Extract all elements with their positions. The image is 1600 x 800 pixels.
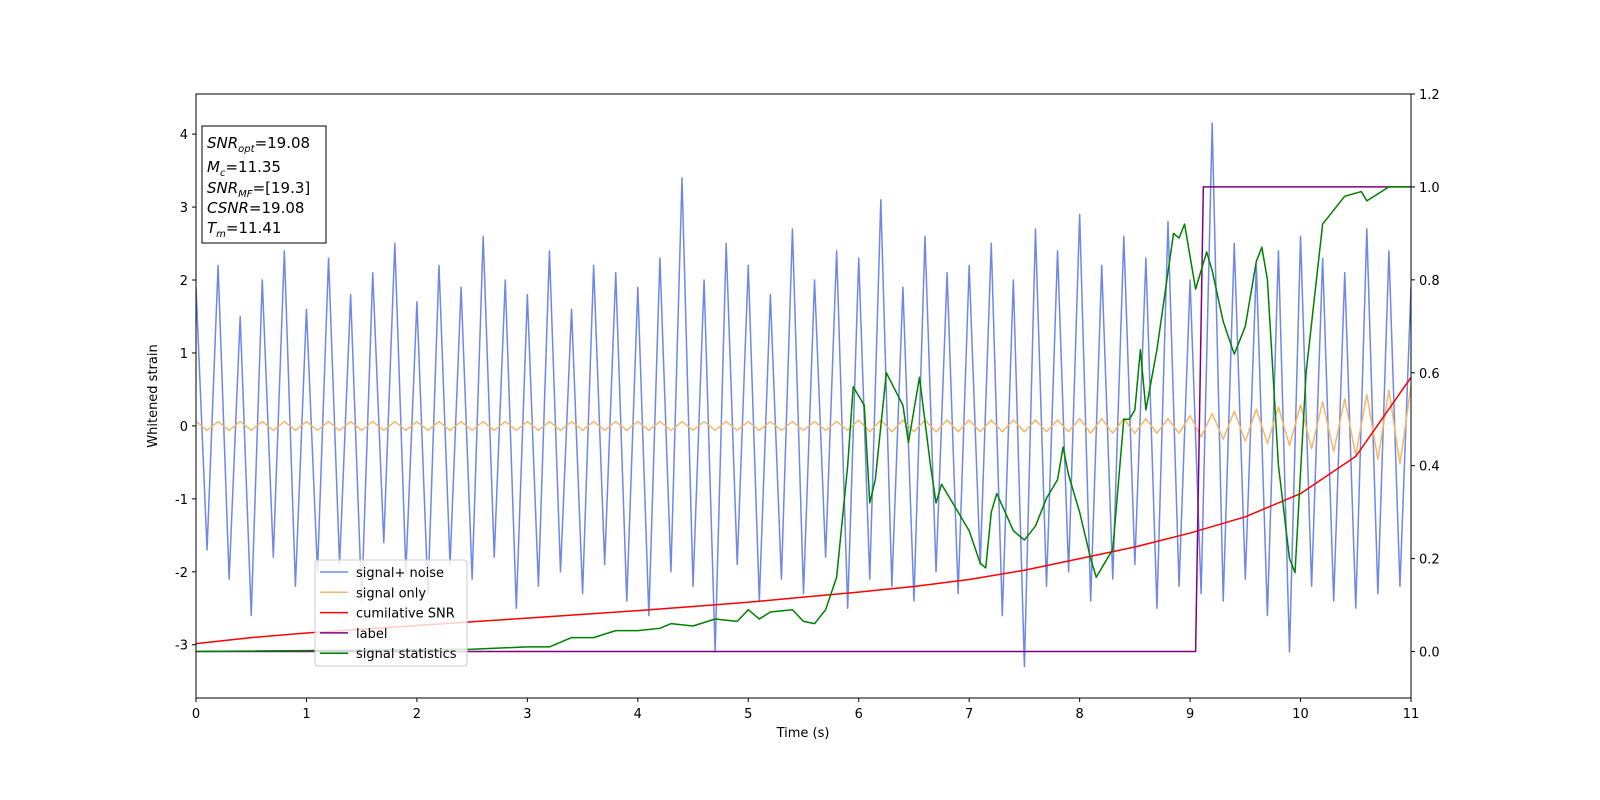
- y-tick-label: 2: [180, 274, 188, 289]
- textbox-symbol: M: [207, 158, 220, 176]
- x-tick-label: 7: [965, 707, 973, 722]
- textbox-subscript: MF: [238, 189, 253, 200]
- textbox-text: =[19.3]: [253, 179, 311, 197]
- series-line: [196, 186, 1411, 653]
- textbox-symbol: T: [207, 219, 218, 237]
- legend-label: cumilative SNR: [356, 607, 455, 622]
- textbox-text: =19.08: [255, 134, 311, 152]
- textbox-line: CSNR=19.08: [207, 199, 304, 217]
- textbox-frame: [201, 125, 327, 244]
- x-tick-label: 0: [192, 707, 200, 722]
- textbox-symbol: CSNR: [207, 199, 249, 217]
- x-tick-label: 4: [634, 707, 642, 722]
- y2-tick-label: 0.0: [1419, 646, 1440, 661]
- y2-tick-label: 0.4: [1419, 460, 1440, 475]
- y-tick-label: 3: [180, 201, 188, 216]
- y-tick-label: 0: [180, 420, 188, 435]
- textbox-text: =19.08: [249, 199, 305, 217]
- textbox-subscript: opt: [238, 144, 255, 155]
- textbox-line: Mc=11.35: [207, 158, 281, 179]
- y2-tick-label: 0.8: [1419, 274, 1440, 289]
- legend-label: signal only: [356, 586, 426, 601]
- legend-label: signal statistics: [356, 647, 457, 662]
- series-line: [196, 385, 1411, 465]
- textbox-symbol: SNR: [207, 179, 238, 197]
- x-tick-label: 6: [855, 707, 863, 722]
- y2-tick-label: 1.0: [1419, 181, 1440, 196]
- y2-tick-label: 1.2: [1419, 88, 1440, 103]
- x-tick-label: 2: [413, 707, 421, 722]
- textbox-text: =11.35: [225, 158, 281, 176]
- y-tick-label: 1: [180, 347, 188, 362]
- series-line: [196, 122, 1411, 668]
- axes-frame: [195, 93, 1412, 699]
- y-tick-label: 4: [180, 128, 188, 143]
- series-line: [196, 186, 1411, 653]
- legend-label: signal+ noise: [356, 566, 444, 581]
- y-tick-label: -3: [175, 639, 188, 654]
- y-axis-label: Whitened strain: [146, 344, 161, 447]
- textbox-line: Tm=11.41: [207, 219, 281, 240]
- x-tick-label: 1: [302, 707, 310, 722]
- x-tick-label: 5: [744, 707, 752, 722]
- x-tick-label: 10: [1292, 707, 1309, 722]
- legend-label: label: [356, 627, 387, 642]
- y2-tick-label: 0.6: [1419, 367, 1440, 382]
- textbox-subscript: m: [216, 229, 226, 240]
- y2-tick-label: 0.2: [1419, 553, 1440, 568]
- y-tick-label: -1: [175, 493, 188, 508]
- x-tick-label: 11: [1403, 707, 1420, 722]
- x-tick-label: 8: [1075, 707, 1083, 722]
- textbox-line: SNRMF=[19.3]: [207, 179, 310, 200]
- textbox-subscript: c: [220, 168, 226, 179]
- textbox-symbol: SNR: [207, 134, 238, 152]
- x-axis-label: Time (s): [776, 726, 830, 741]
- textbox-text: =11.41: [226, 219, 282, 237]
- y-tick-label: -2: [175, 566, 188, 581]
- legend-frame: [314, 559, 468, 667]
- x-tick-label: 3: [523, 707, 531, 722]
- x-tick-label: 9: [1186, 707, 1194, 722]
- textbox-line: SNRopt=19.08: [207, 134, 310, 155]
